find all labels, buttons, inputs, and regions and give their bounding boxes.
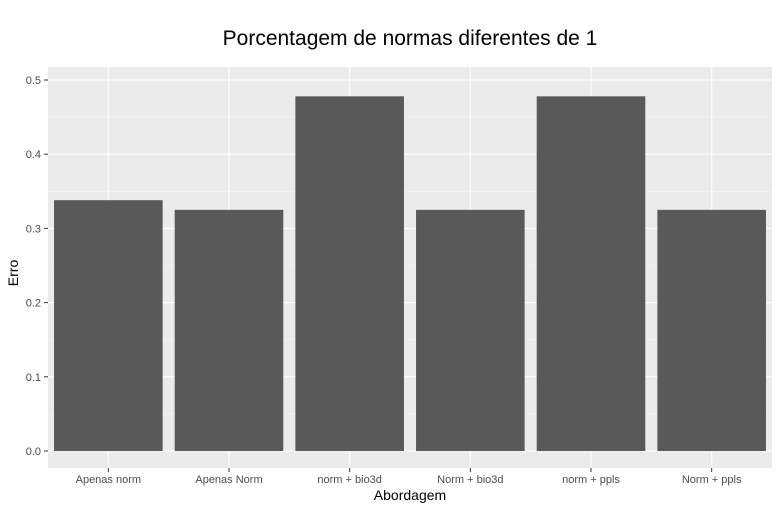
y-tick-label: 0.3 bbox=[26, 223, 41, 235]
y-axis-title: Erro bbox=[5, 260, 21, 287]
plot-panel bbox=[48, 67, 772, 468]
y-tick-label: 0.4 bbox=[26, 149, 41, 161]
x-axis-title: Abordagem bbox=[374, 487, 446, 503]
bar-2 bbox=[174, 209, 284, 451]
y-tick-label: 0.5 bbox=[26, 75, 41, 87]
x-tick-label: Norm + bio3d bbox=[437, 474, 503, 486]
y-tick-label: 0.2 bbox=[26, 298, 41, 310]
bar-6 bbox=[657, 209, 766, 451]
chart-title: Porcentagem de normas diferentes de 1 bbox=[223, 27, 598, 50]
x-axis: Apenas norm Apenas Norm norm + bio3d Norm +… bbox=[76, 468, 742, 486]
x-tick-label: norm + ppls bbox=[562, 474, 620, 486]
bars bbox=[54, 96, 766, 451]
bar-4 bbox=[416, 209, 525, 451]
x-tick-label: norm + bio3d bbox=[317, 474, 382, 486]
y-axis: 0.0 0.1 0.2 0.3 0.4 0.5 bbox=[26, 75, 48, 458]
bar-3 bbox=[295, 96, 404, 451]
bar-5 bbox=[536, 96, 646, 451]
x-tick-label: Apenas Norm bbox=[195, 474, 262, 486]
x-tick-label: Apenas norm bbox=[76, 474, 141, 486]
y-tick-label: 0.1 bbox=[26, 372, 41, 384]
bar-1 bbox=[54, 200, 163, 451]
x-tick-label: Norm + ppls bbox=[682, 474, 742, 486]
y-tick-label: 0.0 bbox=[26, 446, 41, 458]
